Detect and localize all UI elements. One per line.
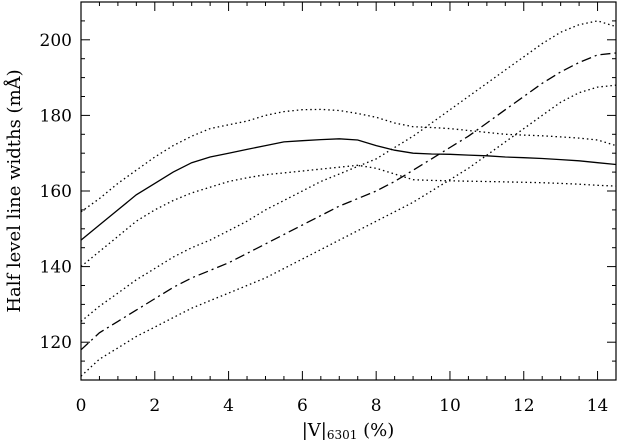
y-tick-label: 120 <box>40 333 72 353</box>
x-tick-label: 12 <box>513 396 535 416</box>
x-tick-label: 14 <box>587 396 609 416</box>
x-axis-title: |V|6301 (%) <box>302 420 395 441</box>
x-tick-label: 0 <box>76 396 87 416</box>
y-tick-label: 180 <box>40 106 72 126</box>
x-tick-label: 6 <box>297 396 308 416</box>
series-line-1-solid <box>80 138 617 241</box>
plot-frame <box>80 1 617 381</box>
series-line-3-dotted <box>80 164 617 268</box>
x-tick-label: 8 <box>371 396 382 416</box>
x-tick-label: 4 <box>223 396 234 416</box>
y-tick-label: 200 <box>40 31 72 51</box>
x-tick-label: 10 <box>439 396 461 416</box>
y-tick-label: 160 <box>40 182 72 202</box>
series-line-2-dotted <box>80 108 617 213</box>
ticks-layer <box>80 1 617 381</box>
x-tick-label: 2 <box>149 396 160 416</box>
series-line-4-dashdot <box>80 52 617 351</box>
series-line-6-dotted <box>80 84 617 377</box>
series-layer <box>80 20 617 377</box>
series-line-5-dotted <box>80 20 617 322</box>
y-tick-label: 140 <box>40 258 72 278</box>
tick-labels-layer: 0 2 4 6 8 10 12 14 120 140 160 180 200 <box>40 31 609 416</box>
y-axis-title: Half level line widths (mÅ) <box>3 69 25 312</box>
